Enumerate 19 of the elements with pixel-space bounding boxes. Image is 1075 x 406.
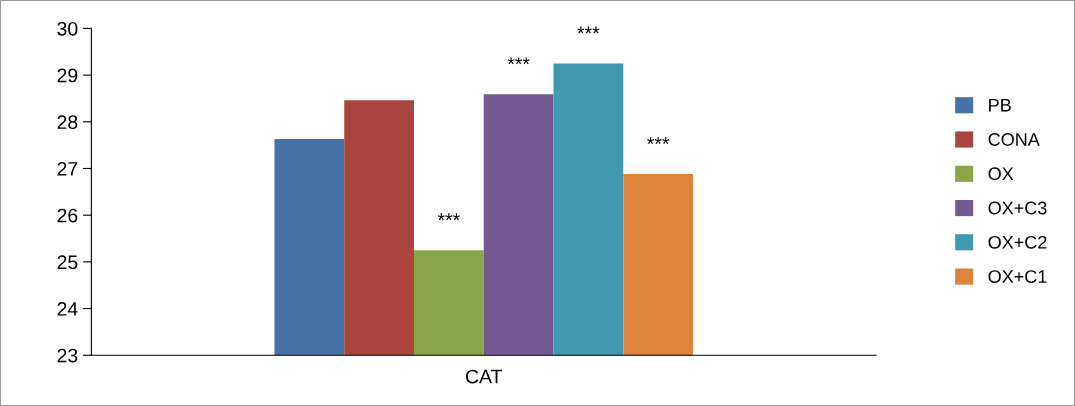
y-tick-label: 26 [57, 208, 78, 223]
annotation: *** [647, 137, 670, 145]
annotation: *** [507, 57, 530, 65]
legend-label: OX+C1 [988, 270, 1047, 283]
y-tick-label: 27 [57, 161, 78, 176]
y-tick-label: 29 [57, 68, 78, 83]
legend-label: OX+C2 [988, 235, 1047, 249]
legend-label: OX [988, 167, 1014, 181]
y-tick-label: 24 [57, 302, 78, 316]
y-tick-label: 28 [57, 115, 78, 130]
y-tick-label: 25 [57, 255, 78, 270]
annotation: *** [577, 26, 600, 34]
x-tick-label: CAT [466, 369, 503, 384]
legend-label: OX+C3 [988, 201, 1047, 215]
y-tick-label: 23 [57, 348, 78, 363]
legend-label: CONA [988, 133, 1040, 146]
annotation: *** [437, 213, 460, 221]
y-tick-label: 30 [57, 21, 78, 36]
legend-label: PB [989, 99, 1011, 112]
